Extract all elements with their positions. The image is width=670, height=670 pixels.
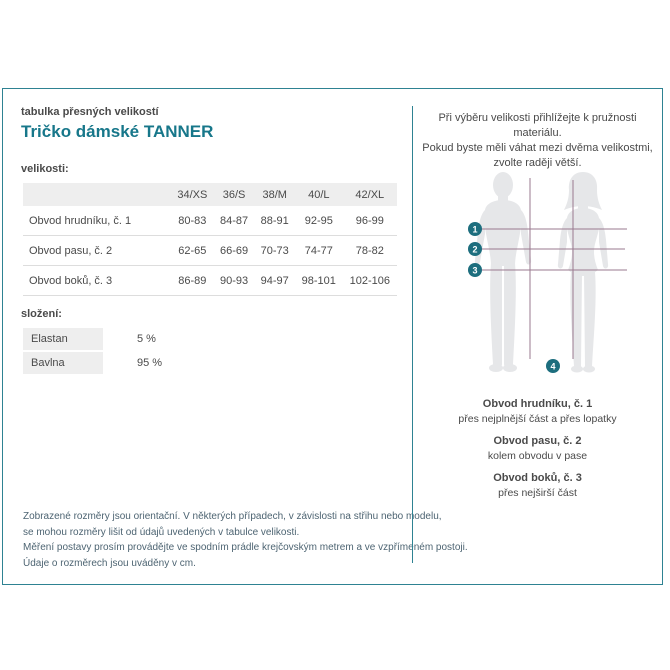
size-value: 94-97 — [254, 265, 296, 296]
material-percent: 95 % — [137, 357, 163, 369]
size-value: 96-99 — [342, 206, 397, 236]
disclaimer-line: Měření postavy prosím provádějte ve spod… — [23, 542, 468, 553]
size-table-corner-cell — [23, 183, 171, 206]
measurement-title: Obvod boků, č. 3 — [493, 472, 582, 484]
sizes-section-label: velikosti: — [21, 163, 69, 175]
marker-4: 4 — [546, 359, 560, 373]
advice-line: zvolte raději větší. — [493, 157, 582, 169]
table-row: Obvod pasu, č. 2 62-65 66-69 70-73 74-77… — [23, 235, 397, 266]
disclaimer-line: se mohou rozměry lišit od údajů uvedenýc… — [23, 526, 300, 538]
sizing-advice-text: Při výběru velikosti přihlížejte k pružn… — [413, 111, 662, 171]
advice-line: Pokud byste měli váhat mezi dvěma veliko… — [422, 142, 653, 154]
advice-line: Při výběru velikosti přihlížejte k pružn… — [438, 112, 637, 139]
measurement-title: Obvod pasu, č. 2 — [493, 435, 582, 447]
size-table-header-row: 34/XS 36/S 38/M 40/L 42/XL — [23, 183, 397, 206]
size-value: 86-89 — [171, 265, 214, 296]
marker-3-number: 3 — [472, 266, 477, 276]
size-column-header: 42/XL — [342, 183, 397, 206]
size-value: 78-82 — [342, 235, 397, 266]
composition-list: Elastan 5 % Bavlna 95 % — [23, 328, 162, 376]
marker-1: 1 — [468, 222, 482, 236]
content-border-box: tabulka přesných velikostí Tričko dámské… — [2, 88, 663, 585]
body-measurement-diagram: 1 2 3 4 — [468, 172, 627, 373]
size-value: 74-77 — [295, 235, 343, 266]
size-column-header: 34/XS — [171, 183, 214, 206]
marker-2: 2 — [468, 242, 482, 256]
disclaimer-line: Údaje o rozměrech jsou uváděny v cm. — [23, 557, 196, 569]
composition-row: Bavlna 95 % — [23, 352, 162, 374]
size-value: 70-73 — [254, 235, 296, 266]
size-column-header: 40/L — [295, 183, 343, 206]
size-value: 62-65 — [171, 235, 214, 266]
composition-row: Elastan 5 % — [23, 328, 162, 350]
size-value: 88-91 — [254, 206, 296, 236]
size-value: 66-69 — [213, 235, 255, 266]
measurement-legend: Obvod hrudníku, č. 1 přes nejplnější čás… — [413, 388, 662, 499]
size-value: 92-95 — [295, 206, 343, 236]
size-value: 80-83 — [171, 206, 214, 236]
female-silhouette — [557, 172, 609, 373]
disclaimer-line: Zobrazené rozměry jsou orientační. V něk… — [23, 511, 442, 522]
vertical-divider — [412, 106, 413, 563]
marker-1-number: 1 — [472, 225, 477, 235]
marker-3: 3 — [468, 263, 482, 277]
row-label: Obvod hrudníku, č. 1 — [23, 206, 171, 236]
measurement-desc: kolem obvodu v pase — [487, 450, 588, 462]
size-table: 34/XS 36/S 38/M 40/L 42/XL Obvod hrudník… — [23, 183, 397, 296]
size-value: 90-93 — [213, 265, 255, 296]
size-value: 84-87 — [213, 206, 255, 236]
size-value: 102-106 — [342, 265, 397, 296]
table-eyebrow-label: tabulka přesných velikostí — [21, 106, 159, 118]
measurement-desc: přes nejplnější část a přes lopatky — [458, 413, 617, 425]
row-label: Obvod pasu, č. 2 — [23, 235, 171, 266]
material-percent: 5 % — [137, 333, 156, 345]
page-title: Tričko dámské TANNER — [21, 122, 214, 141]
material-name: Bavlna — [23, 352, 103, 374]
marker-2-number: 2 — [472, 245, 477, 255]
marker-4-number: 4 — [550, 362, 555, 372]
measurement-title: Obvod hrudníku, č. 1 — [482, 398, 593, 410]
table-row: Obvod boků, č. 3 86-89 90-93 94-97 98-10… — [23, 265, 397, 296]
size-column-header: 38/M — [254, 183, 296, 206]
composition-section-label: složení: — [21, 308, 62, 320]
row-label: Obvod boků, č. 3 — [23, 265, 171, 296]
material-name: Elastan — [23, 328, 103, 350]
size-value: 98-101 — [295, 265, 343, 296]
table-row: Obvod hrudníku, č. 1 80-83 84-87 88-91 9… — [23, 206, 397, 236]
male-silhouette — [474, 172, 532, 372]
disclaimer-text: Zobrazené rozměry jsou orientační. V něk… — [23, 509, 468, 571]
size-column-header: 36/S — [213, 183, 255, 206]
measurement-desc: přes nejširší část — [498, 487, 577, 499]
